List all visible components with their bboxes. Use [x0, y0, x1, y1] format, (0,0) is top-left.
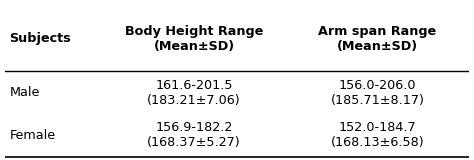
Text: Male: Male	[9, 86, 40, 99]
Text: Arm span Range
(Mean±SD): Arm span Range (Mean±SD)	[319, 25, 437, 53]
Text: 156.9-182.2
(168.37±5.27): 156.9-182.2 (168.37±5.27)	[147, 121, 241, 149]
Text: Subjects: Subjects	[9, 32, 71, 45]
Text: 156.0-206.0
(185.71±8.17): 156.0-206.0 (185.71±8.17)	[330, 79, 424, 107]
Text: 152.0-184.7
(168.13±6.58): 152.0-184.7 (168.13±6.58)	[331, 121, 424, 149]
Text: Body Height Range
(Mean±SD): Body Height Range (Mean±SD)	[125, 25, 263, 53]
Text: 161.6-201.5
(183.21±7.06): 161.6-201.5 (183.21±7.06)	[147, 79, 241, 107]
Text: Female: Female	[9, 129, 55, 142]
